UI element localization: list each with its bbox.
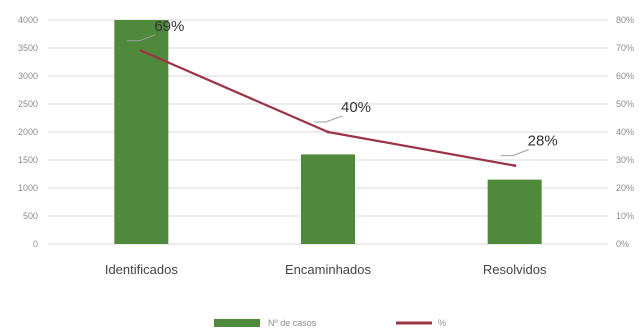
- bar: [301, 154, 355, 244]
- left-tick-label: 4000: [18, 15, 38, 25]
- percent-point: [326, 130, 330, 134]
- left-tick-label: 1500: [18, 155, 38, 165]
- right-tick-label: 70%: [616, 43, 634, 53]
- left-tick-label: 0: [33, 239, 38, 249]
- left-axis: 0 500 1000 1500 2000 2500 3000 3500 4000: [18, 15, 38, 249]
- data-labels: 69% 40% 28%: [127, 18, 558, 157]
- percent-point: [513, 164, 517, 168]
- right-tick-label: 20%: [616, 183, 634, 193]
- category-label: Identificados: [105, 262, 178, 277]
- category-labels: Identificados Encaminhados Resolvidos: [105, 262, 547, 277]
- right-tick-label: 30%: [616, 155, 634, 165]
- right-tick-label: 80%: [616, 15, 634, 25]
- right-axis: 0% 10% 20% 30% 40% 50% 60% 70% 80%: [616, 15, 634, 249]
- percent-line: [140, 49, 515, 167]
- data-label-leader: [500, 149, 529, 157]
- left-tick-label: 1000: [18, 183, 38, 193]
- data-label: 28%: [528, 133, 558, 150]
- percent-point: [139, 49, 143, 53]
- data-label: 40%: [341, 99, 371, 116]
- data-label-leader: [127, 34, 156, 42]
- data-label-leader: [314, 115, 343, 123]
- legend-label-line: %: [438, 318, 446, 328]
- left-tick-label: 500: [23, 211, 38, 221]
- right-tick-label: 60%: [616, 71, 634, 81]
- left-tick-label: 2000: [18, 127, 38, 137]
- right-tick-label: 10%: [616, 211, 634, 221]
- data-label: 69%: [154, 18, 184, 35]
- left-tick-label: 3500: [18, 43, 38, 53]
- bar-series: [114, 20, 542, 244]
- category-label: Resolvidos: [483, 262, 547, 277]
- right-tick-label: 0%: [616, 239, 629, 249]
- right-tick-label: 40%: [616, 127, 634, 137]
- line-series: [139, 49, 517, 168]
- left-tick-label: 2500: [18, 99, 38, 109]
- left-tick-label: 3000: [18, 71, 38, 81]
- legend: Nº de casos%: [214, 318, 446, 328]
- right-tick-label: 50%: [616, 99, 634, 109]
- category-label: Encaminhados: [285, 262, 371, 277]
- bar: [487, 179, 542, 244]
- bar: [114, 20, 169, 244]
- legend-swatch-bars: [214, 319, 260, 327]
- legend-label-bars: Nº de casos: [268, 318, 317, 328]
